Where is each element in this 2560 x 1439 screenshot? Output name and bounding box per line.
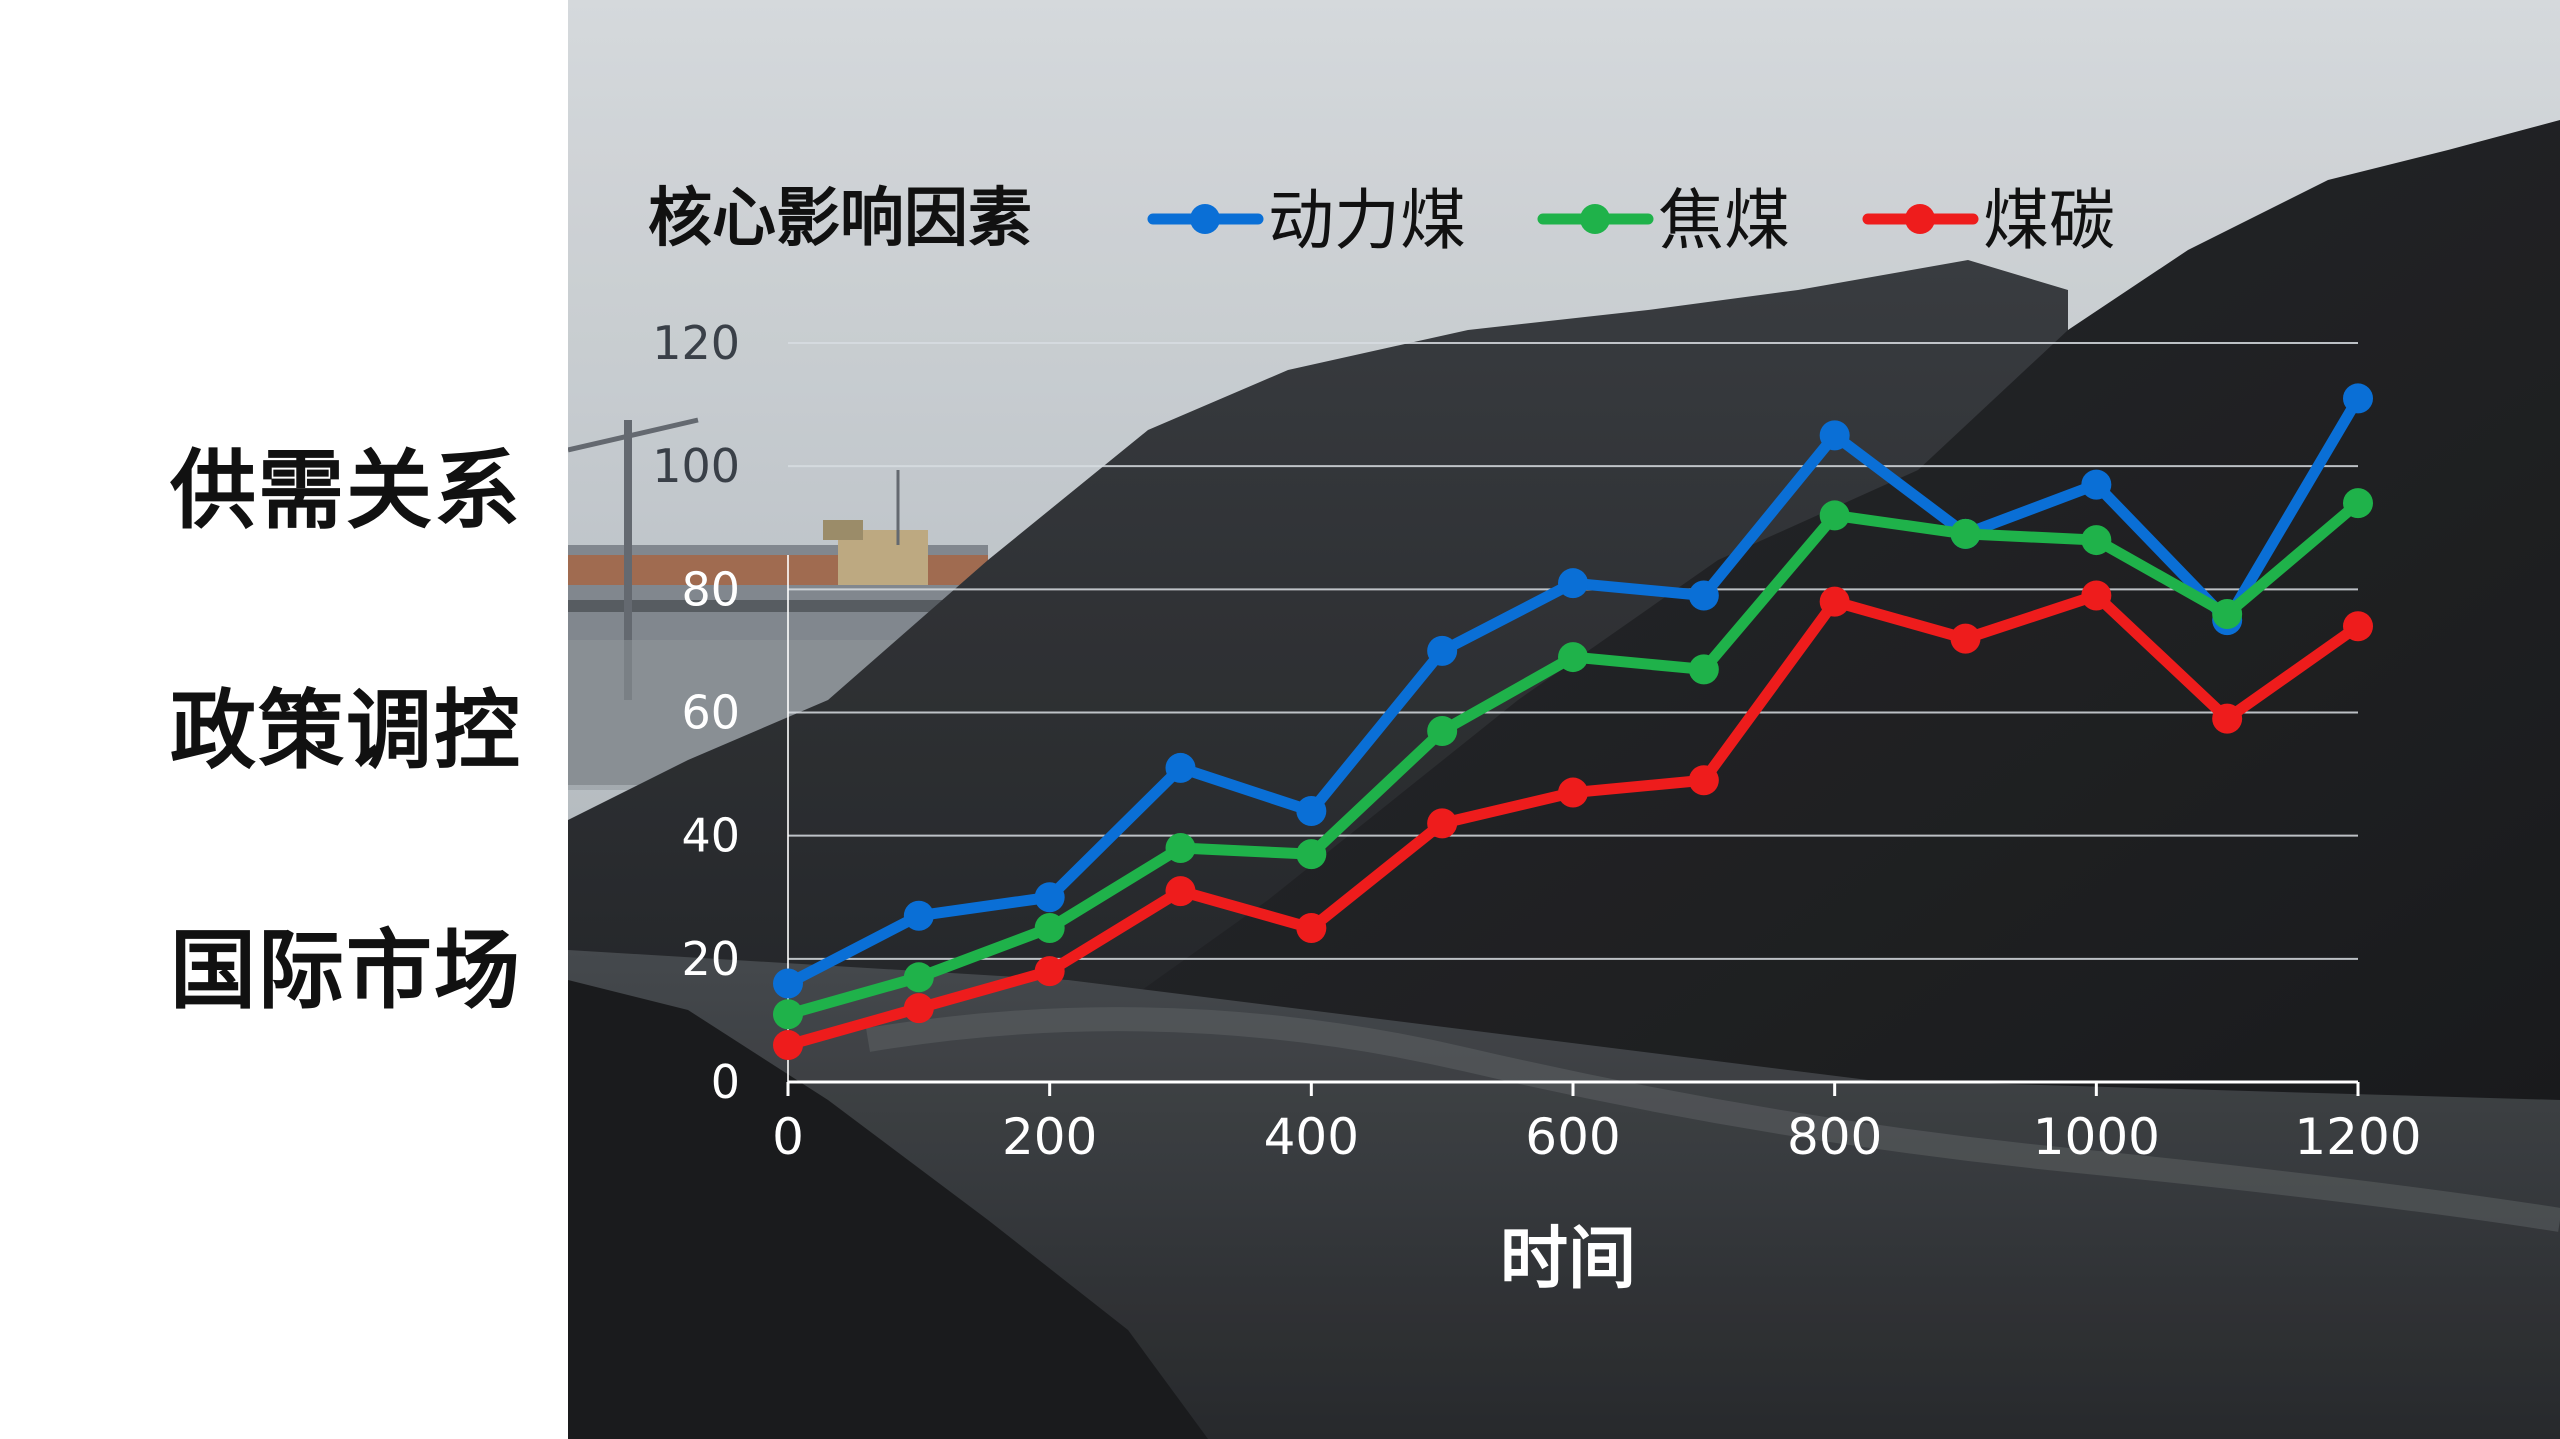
x-tick-label: 800 [1787, 1108, 1882, 1166]
y-tick-label: 0 [711, 1055, 740, 1109]
legend-label: 动力煤 [1268, 182, 1466, 259]
data-point [1819, 586, 1850, 617]
data-point [2343, 611, 2373, 642]
data-point [1688, 654, 1719, 685]
y-tick-label: 120 [652, 316, 740, 370]
x-tick-label: 200 [1002, 1108, 1097, 1166]
factor-panel: 供需关系 政策调控 国际市场 [0, 0, 568, 1439]
data-point [903, 962, 934, 993]
data-point [903, 900, 934, 931]
data-point [1165, 876, 1196, 907]
data-point [1819, 420, 1850, 451]
x-tick-label: 400 [1264, 1108, 1359, 1166]
data-point [1165, 752, 1196, 783]
data-point [1427, 635, 1458, 666]
factor-policy: 政策调控 [170, 681, 522, 781]
series-lines [773, 383, 2373, 1061]
data-point [1296, 796, 1327, 827]
factor-supply-demand: 供需关系 [170, 441, 522, 541]
x-axis-label: 时间 [1500, 1220, 1636, 1299]
data-point [1950, 623, 1981, 654]
data-point [1034, 882, 1065, 913]
data-point [2343, 383, 2373, 414]
x-tick-label: 1200 [2294, 1108, 2421, 1166]
data-point [1558, 777, 1588, 808]
x-tick-label: 600 [1525, 1108, 1620, 1166]
data-point [903, 993, 934, 1024]
data-point [2343, 488, 2373, 519]
coal-yard-photo: 核心影响因素 动力煤 焦煤 煤碳 0 20 40 60 80 100 120 0 200 400 600… [568, 0, 2560, 1439]
data-point [773, 999, 803, 1030]
data-point [2212, 598, 2243, 629]
data-point [2081, 525, 2112, 556]
data-point [1165, 832, 1196, 863]
chart-title: 核心影响因素 [648, 182, 1032, 256]
data-point [2081, 580, 2112, 611]
y-tick-label: 60 [681, 686, 740, 740]
data-point [1688, 765, 1719, 796]
data-point [1950, 518, 1981, 549]
x-tick-label: 0 [772, 1108, 804, 1166]
data-point [2081, 469, 2112, 500]
data-point [1688, 580, 1719, 611]
data-point [1427, 715, 1458, 746]
data-point [1296, 839, 1327, 870]
y-tick-label: 80 [681, 562, 740, 616]
data-point [773, 1030, 803, 1061]
factor-international-market: 国际市场 [170, 921, 522, 1021]
chart-legend: 动力煤 焦煤 煤碳 [1147, 182, 2115, 259]
data-point [1296, 913, 1327, 944]
legend-swatch-marker [1190, 204, 1220, 234]
data-point [1558, 568, 1588, 599]
legend-label: 煤碳 [1983, 182, 2115, 259]
data-point [1034, 913, 1065, 944]
series-line-0 [782, 392, 2364, 989]
data-point [1034, 956, 1065, 987]
data-point [1819, 500, 1850, 531]
y-tick-label: 40 [681, 809, 740, 863]
legend-swatch-marker [1580, 204, 1610, 234]
data-point [1427, 808, 1458, 839]
y-tick-label: 20 [681, 932, 740, 986]
x-tick-label: 1000 [2033, 1108, 2160, 1166]
y-tick-label: 100 [652, 439, 740, 493]
data-point [2212, 703, 2243, 734]
legend-label: 焦煤 [1658, 182, 1790, 259]
legend-swatch-marker [1905, 204, 1935, 234]
data-point [1558, 642, 1588, 673]
data-point [773, 968, 803, 999]
